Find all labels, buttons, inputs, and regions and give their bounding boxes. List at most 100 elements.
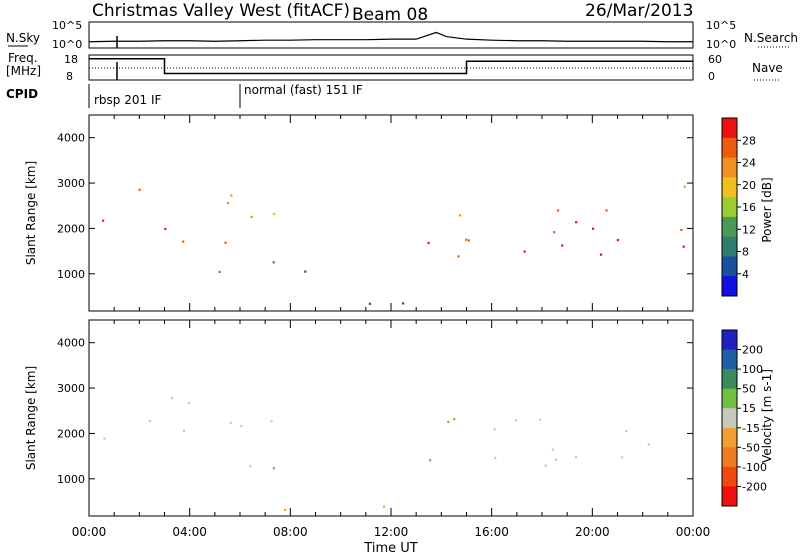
x-tick-label: 00:00 [72,525,107,539]
heatmap-cell [457,255,460,258]
colorbar-tick-label: 24 [742,157,756,170]
station-title: Christmas Valley West (fitACF) [92,1,350,21]
nsearch-tick-top: 10^5 [706,19,736,32]
colorbar-tick-label: -200 [742,480,767,493]
heatmap-cell [551,448,554,451]
heatmap-cell [270,420,273,423]
nsearch-label: N.Search [744,31,798,45]
heatmap-cell [682,245,685,248]
freq-tick-bottom: 8 [66,70,73,83]
heatmap-cell [592,227,595,230]
heatmap-cell [171,397,174,400]
heatmap-cell [429,459,432,462]
colorbar-swatch [722,427,737,448]
heatmap-cell [605,209,608,212]
x-tick-label: 12:00 [374,525,409,539]
y-tick-label: 3000 [57,382,85,395]
nsearch-tick-bottom: 10^0 [706,38,736,51]
velocity-y-axis: 1000 2000 3000 4000 [57,337,693,486]
x-tick-label: 20:00 [575,525,610,539]
freq-strip: Freq. [MHz] 18 8 60 0 Nave [6,51,783,83]
heatmap-cell [224,241,227,244]
heatmap-cell [218,270,221,273]
heatmap-cell [467,239,470,242]
heatmap-cell [383,505,386,508]
heatmap-cell [164,227,167,231]
heatmap-cell [304,270,307,273]
colorbar-swatch [722,447,737,468]
heatmap-cell [102,219,105,222]
x-tick-labels: 00:00 04:00 08:00 12:00 16:00 20:00 00:00 [72,525,711,539]
heatmap-cell [561,244,564,247]
cpid-rbsp: rbsp 201 IF [94,93,161,107]
heatmap-cell [625,429,628,433]
freq-tick-top: 18 [64,53,78,66]
colorbar-tick-label: -15 [742,422,760,435]
heatmap-cell [427,241,430,245]
colorbar-tick-label: 16 [742,201,756,214]
cpid-normal: normal (fast) 151 IF [244,83,363,97]
heatmap-cell [272,467,275,470]
colorbar-swatch [722,330,737,351]
heatmap-cell [523,250,526,253]
x-tick-label: 16:00 [474,525,509,539]
colorbar-swatch [722,256,737,277]
heatmap-cell [600,253,603,256]
colorbar-swatch [722,276,737,297]
beam-label: Beam 08 [352,5,428,25]
nsky-tick-bottom: 10^0 [52,38,82,51]
heatmap-cell [148,420,152,423]
heatmap-cell [447,420,450,424]
velocity-colorbar-label: Velocity [m s-1] [760,369,774,463]
colorbar-tick-label: 50 [742,383,756,396]
heatmap-cell [368,302,371,305]
power-panel: 1000 2000 3000 4000 Slant Range [km] [24,114,694,312]
colorbar-tick-label: -50 [742,441,760,454]
power-x-axis-ticks [88,115,694,311]
colorbar-tick-label: 12 [742,223,756,236]
freq-label: Freq. [8,51,38,65]
heatmap-cell [574,455,578,459]
colorbar-swatch [722,118,737,139]
heatmap-cell [229,421,232,424]
heatmap-cell [539,418,542,421]
heatmap-cell [250,215,253,218]
colorbar-tick-label: 200 [742,344,763,357]
colorbar-tick-label: 4 [742,268,749,281]
heatmap-cell [557,209,560,212]
colorbar-swatch [722,408,737,429]
date-label: 26/Mar/2013 [585,1,693,21]
heatmap-cell [453,418,456,421]
nsky-tick-top: 10^5 [52,19,82,32]
colorbar-tick-label: 100 [742,363,763,376]
heatmap-cell [230,194,233,197]
colorbar-tick-label: -100 [742,461,767,474]
heatmap-cell [680,228,683,232]
heatmap-cell [249,465,252,468]
y-tick-label: 4000 [57,132,85,145]
freq-unit-label: [MHz] [6,64,41,78]
heatmap-cell [138,188,141,191]
y-tick-label: 2000 [57,427,85,440]
velocity-ylabel: Slant Range [km] [24,366,38,470]
heatmap-cell [621,456,624,459]
power-colorbar-label: Power [dB] [760,177,774,242]
heatmap-cell [402,302,405,305]
heatmap-cell [575,221,578,224]
heatmap-cell [616,239,619,242]
heatmap-cell [683,185,686,188]
colorbar-swatch [722,137,737,159]
colorbar-swatch [722,157,737,178]
colorbar-swatch [722,236,737,257]
colorbar-swatch [722,349,737,370]
y-tick-label: 2000 [57,222,85,235]
nave-tick-top: 60 [708,53,722,66]
heatmap-cell [554,458,558,461]
nave-label: Nave [752,61,783,75]
x-axis-label: Time UT [363,541,417,554]
heatmap-cell [465,238,468,241]
heatmap-cell [514,419,517,422]
heatmap-cell [240,424,243,428]
nave-tick-bottom: 0 [708,70,715,83]
